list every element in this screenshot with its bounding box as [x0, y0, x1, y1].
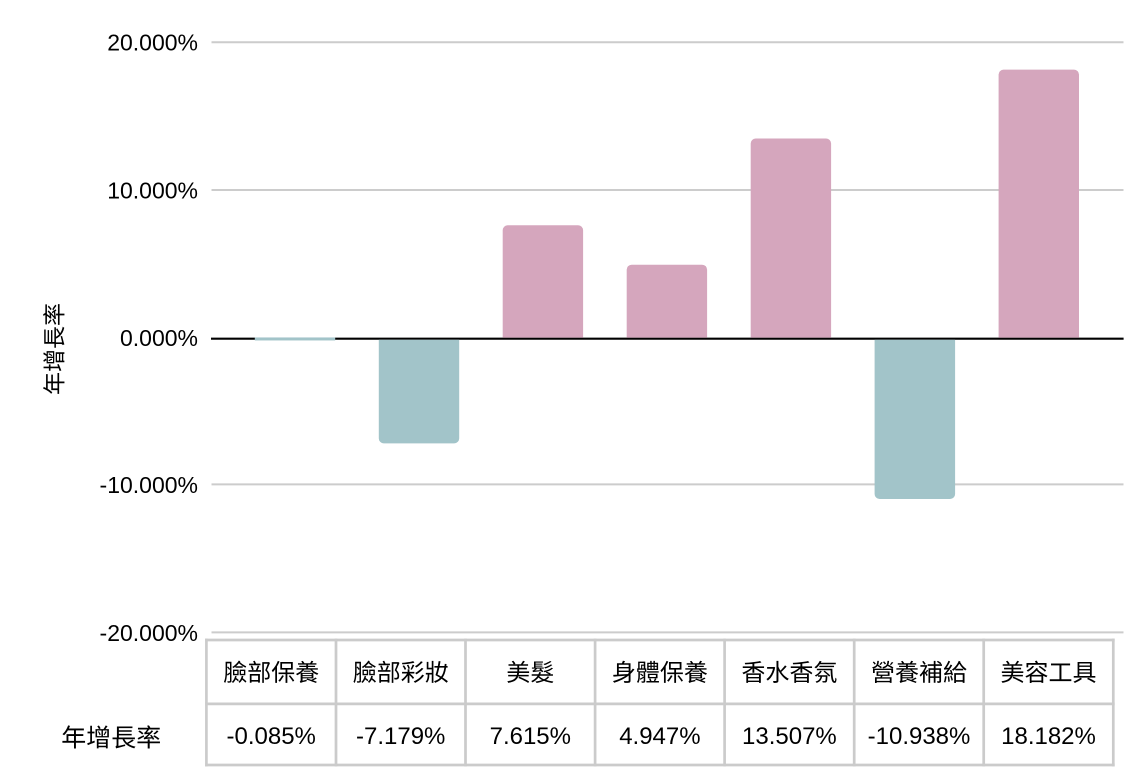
svg-text:0.000%: 0.000%: [120, 325, 198, 351]
svg-text:20.000%: 20.000%: [107, 30, 198, 56]
svg-text:4.947%: 4.947%: [619, 723, 700, 750]
svg-text:-20.000%: -20.000%: [100, 620, 198, 646]
svg-text:10.000%: 10.000%: [107, 177, 198, 203]
svg-text:18.182%: 18.182%: [1001, 723, 1096, 750]
svg-text:-7.179%: -7.179%: [356, 723, 445, 750]
svg-text:-10.938%: -10.938%: [868, 723, 971, 750]
svg-text:-10.000%: -10.000%: [100, 472, 198, 498]
svg-text:7.615%: 7.615%: [490, 723, 571, 750]
svg-text:13.507%: 13.507%: [742, 723, 837, 750]
svg-text:-0.085%: -0.085%: [227, 723, 316, 750]
